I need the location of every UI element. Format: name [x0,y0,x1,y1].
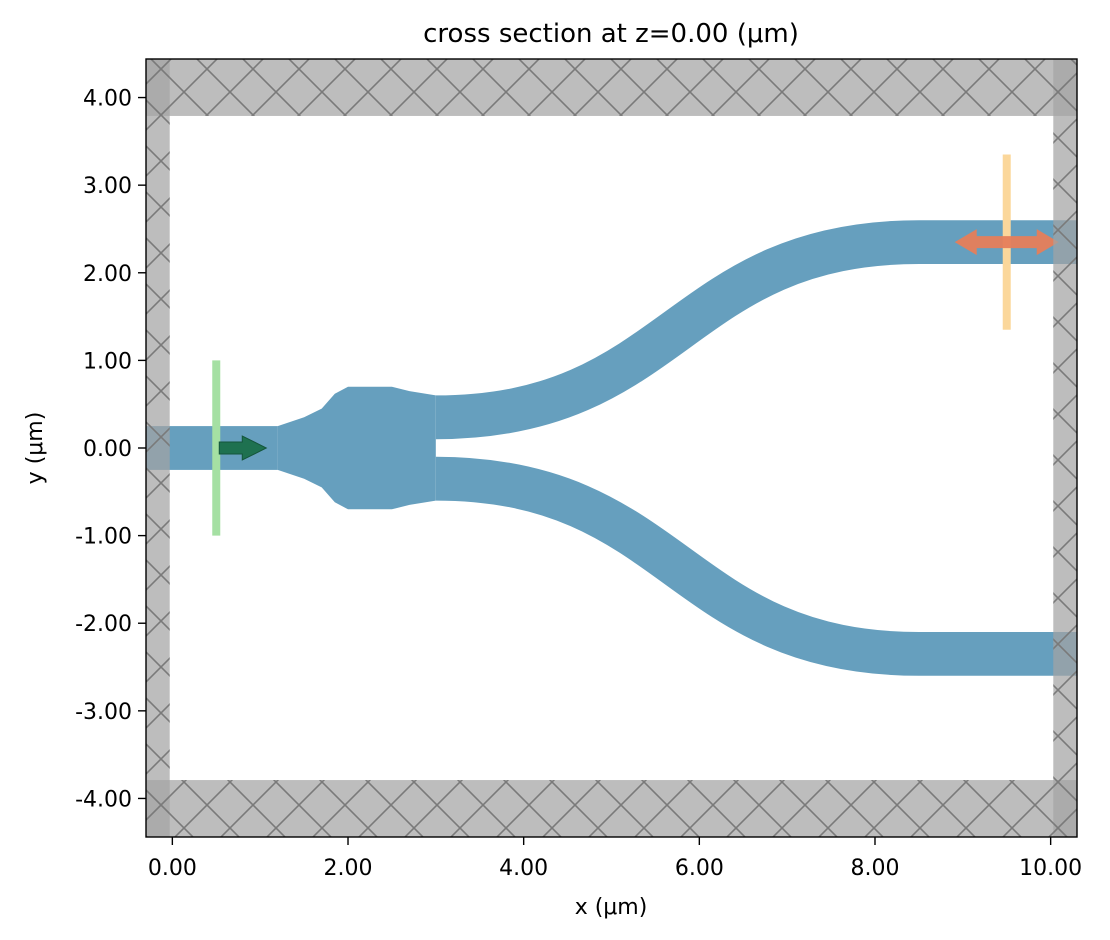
x-tick-label: 4.00 [499,856,548,881]
y-tick-label: 1.00 [83,349,132,374]
y-tick-label: -3.00 [75,700,132,725]
y-axis-label: y (μm) [23,412,48,485]
x-tick-label: 10.00 [1019,856,1082,881]
x-axis: 0.00 2.00 4.00 6.00 8.00 10.00 [148,837,1082,881]
y-tick-label: 2.00 [83,262,132,287]
y-tick-label: 4.00 [83,87,132,112]
pml-right-hatch [1053,59,1077,837]
y-axis: 4.00 3.00 2.00 1.00 0.00 -1.00 -2.00 -3.00 -4.00 [75,87,146,812]
plot-area [145,58,1078,838]
source-direction-arrow [218,435,268,461]
y-tick-label: -4.00 [75,787,132,812]
monitor-direction-arrow [954,229,1059,256]
waveguide-arm-upper [435,220,1077,440]
pml-left-hatch [146,59,170,837]
x-tick-label: 2.00 [324,856,373,881]
waveguide-taper [277,386,436,510]
chart-title: cross section at z=0.00 (μm) [423,19,799,49]
pml-bottom-hatch [146,780,1077,837]
x-tick-label: 6.00 [675,856,724,881]
pml-top-hatch [146,59,1077,116]
x-axis-label: x (μm) [575,895,648,920]
x-tick-label: 0.00 [148,856,197,881]
y-tick-label: 0.00 [83,437,132,462]
y-tick-label: 3.00 [83,174,132,199]
waveguide-arm-lower [435,456,1077,676]
y-tick-label: -2.00 [75,612,132,637]
y-tick-label: -1.00 [75,525,132,550]
plot-content [146,59,1077,837]
source-plane [212,360,221,536]
x-tick-label: 8.00 [850,856,899,881]
